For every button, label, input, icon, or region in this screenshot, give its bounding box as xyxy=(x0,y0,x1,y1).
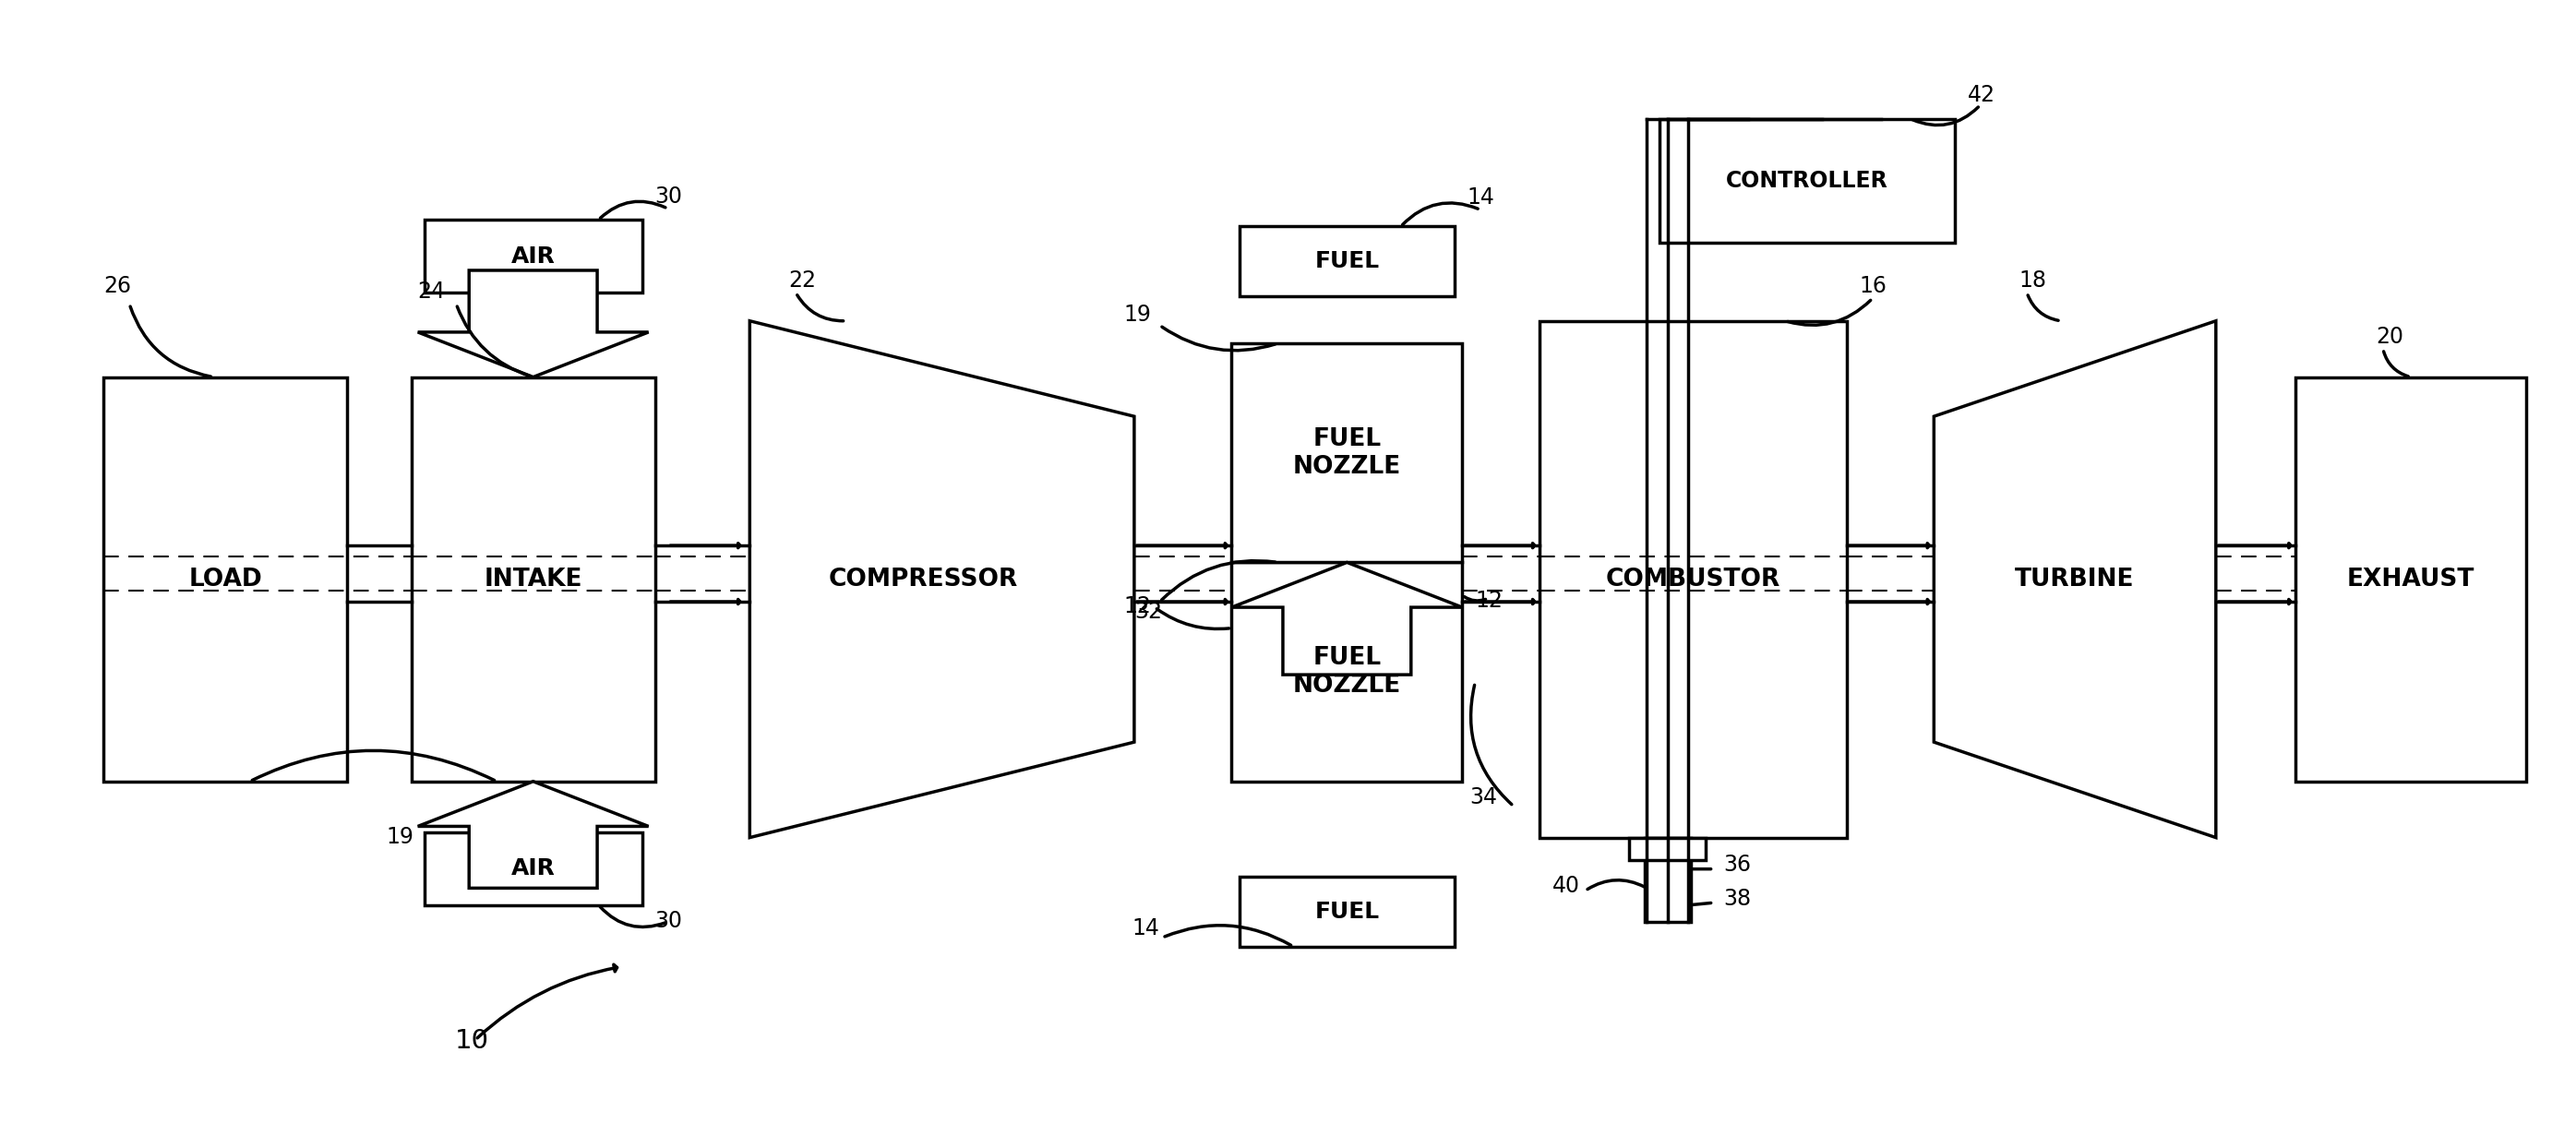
Polygon shape xyxy=(1231,450,1463,562)
Polygon shape xyxy=(750,320,1133,837)
Text: FUEL: FUEL xyxy=(1314,250,1378,273)
Text: COMBUSTOR: COMBUSTOR xyxy=(1605,567,1780,591)
FancyBboxPatch shape xyxy=(1239,226,1455,296)
Polygon shape xyxy=(417,782,649,888)
Text: 10: 10 xyxy=(456,1028,489,1054)
Polygon shape xyxy=(1231,562,1463,675)
Polygon shape xyxy=(417,270,649,377)
Text: 34: 34 xyxy=(1471,786,1497,809)
FancyBboxPatch shape xyxy=(1643,837,1690,921)
Text: 22: 22 xyxy=(788,269,817,292)
Text: CONTROLLER: CONTROLLER xyxy=(1726,169,1888,192)
Text: INTAKE: INTAKE xyxy=(484,567,582,591)
Polygon shape xyxy=(1935,320,2215,837)
Text: LOAD: LOAD xyxy=(188,567,263,591)
Text: 24: 24 xyxy=(417,281,446,303)
Text: 36: 36 xyxy=(1723,854,1752,876)
Text: 12: 12 xyxy=(1476,590,1502,612)
FancyBboxPatch shape xyxy=(2295,377,2527,782)
Text: FUEL: FUEL xyxy=(1314,901,1378,922)
FancyBboxPatch shape xyxy=(412,377,654,782)
FancyBboxPatch shape xyxy=(1231,562,1463,782)
Text: TURBINE: TURBINE xyxy=(2014,567,2136,591)
Text: 20: 20 xyxy=(2375,326,2403,348)
Text: 14: 14 xyxy=(1131,918,1159,939)
Text: FUEL
NOZZLE: FUEL NOZZLE xyxy=(1293,427,1401,478)
Text: 19: 19 xyxy=(1123,303,1151,326)
Text: AIR: AIR xyxy=(510,245,556,267)
Text: 19: 19 xyxy=(386,826,412,847)
FancyBboxPatch shape xyxy=(103,377,348,782)
Text: 38: 38 xyxy=(1723,887,1752,910)
Text: 14: 14 xyxy=(1468,186,1494,209)
Text: COMPRESSOR: COMPRESSOR xyxy=(827,567,1018,591)
Text: EXHAUST: EXHAUST xyxy=(2347,567,2476,591)
Text: 30: 30 xyxy=(654,910,683,932)
FancyBboxPatch shape xyxy=(425,832,641,905)
FancyBboxPatch shape xyxy=(1239,877,1455,946)
Text: 40: 40 xyxy=(1551,875,1579,897)
Text: 26: 26 xyxy=(103,275,131,298)
Text: 42: 42 xyxy=(1968,84,1994,107)
FancyBboxPatch shape xyxy=(1231,343,1463,562)
FancyBboxPatch shape xyxy=(1659,119,1955,242)
Text: AIR: AIR xyxy=(510,858,556,879)
FancyBboxPatch shape xyxy=(1628,837,1705,860)
Text: 16: 16 xyxy=(1860,275,1888,298)
Text: FUEL
NOZZLE: FUEL NOZZLE xyxy=(1293,646,1401,698)
FancyBboxPatch shape xyxy=(1540,320,1847,837)
Text: 32: 32 xyxy=(1133,601,1162,624)
FancyBboxPatch shape xyxy=(425,219,641,293)
Text: 30: 30 xyxy=(654,185,683,208)
Text: 18: 18 xyxy=(2020,269,2045,292)
Text: 12: 12 xyxy=(1123,595,1151,618)
